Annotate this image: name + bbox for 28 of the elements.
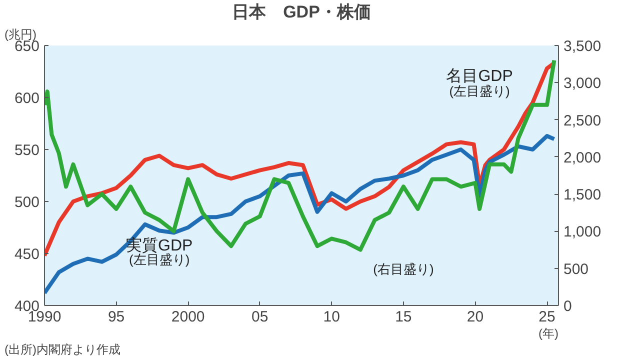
x-tick-label: 10 [323, 308, 340, 326]
y-tick-label: 450 [14, 246, 40, 263]
x-tick-label: 2000 [171, 308, 205, 326]
line-series [44, 134, 556, 296]
x-tick-label: 25 [538, 308, 556, 326]
y2-tick-label: 3,500 [564, 38, 602, 55]
y-tick-label: 500 [14, 194, 40, 211]
x-tick-label: 15 [395, 308, 412, 326]
y2-tick-label: 2,000 [564, 149, 602, 166]
y2-tick-label: 0 [564, 298, 572, 315]
y-axis-title: (兆円) [4, 28, 36, 42]
text: (出所)内閣府より作成 [4, 342, 120, 356]
y-tick-label: 600 [14, 90, 40, 107]
x-tick-label: 95 [108, 308, 125, 326]
annotation: (左目盛り) [449, 84, 510, 99]
x-tick-label: 05 [252, 308, 268, 326]
y2-tick-label: 3,000 [564, 75, 602, 92]
y2-tick-label: 1,000 [564, 224, 602, 241]
annotation: 名目GDP [446, 68, 513, 86]
x-axis-title: (年) [538, 326, 559, 340]
x-tick-label: 20 [466, 308, 484, 326]
y-tick-label: 550 [14, 142, 40, 159]
y2-tick-label: 1,500 [564, 186, 602, 204]
chart-title: 日本 GDP・株価 [232, 2, 371, 22]
y2-tick-label: 2,500 [564, 112, 602, 130]
annotation: (左目盛り) [129, 252, 190, 268]
annotation: (右目盛り) [373, 261, 434, 276]
y2-tick-label: 500 [564, 260, 589, 278]
